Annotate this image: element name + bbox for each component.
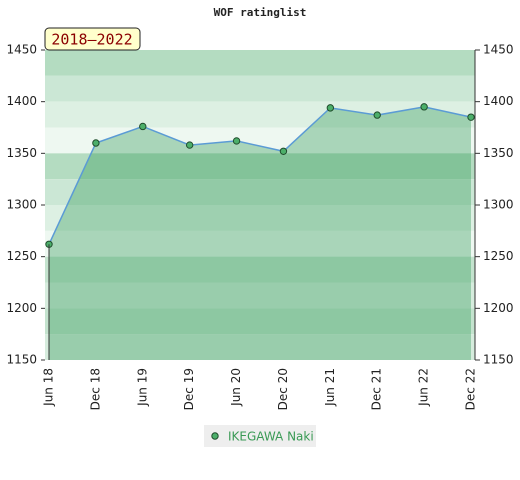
band [45, 101, 475, 128]
y-tick-label: 1300 [6, 198, 37, 212]
marker [92, 139, 100, 147]
band [45, 50, 475, 76]
y2-tick-label: 1200 [483, 301, 514, 315]
band [45, 230, 475, 257]
band [45, 334, 475, 360]
background-bands [45, 50, 475, 360]
marker [326, 104, 335, 112]
band [45, 127, 475, 154]
x-tick-label: Dec 20 [276, 368, 290, 410]
x-tick-label: Dec 21 [370, 368, 384, 410]
band [45, 153, 475, 180]
period-box [44, 27, 141, 51]
marker [420, 103, 428, 111]
x-tick-label: Jun 19 [135, 368, 149, 407]
marker [185, 141, 194, 149]
marker [467, 113, 475, 121]
area [49, 106, 471, 360]
y2-tick-label: 1450 [483, 43, 514, 57]
x-tick-label: Dec 19 [182, 368, 196, 410]
x-tick-label: Dec 18 [88, 368, 102, 410]
y2-tick-label: 1150 [483, 353, 514, 367]
x-tick-label: Jun 21 [323, 368, 337, 407]
line [48, 106, 472, 245]
band [45, 256, 475, 283]
legend-marker [211, 432, 219, 440]
chart-title: WOF ratinglist [214, 6, 307, 19]
period-label: 2018–2022 [51, 31, 132, 49]
y-tick-label: 1450 [6, 43, 37, 57]
y-tick-label: 1350 [6, 146, 37, 160]
y-tick-label: 1400 [6, 94, 37, 108]
x-tick-label: Dec 22 [464, 368, 478, 410]
legend-label: IKEGAWA Naki [228, 430, 314, 444]
y2-tick-label: 1300 [483, 198, 514, 212]
band [45, 179, 475, 205]
marker [279, 147, 288, 155]
y-tick-label: 1250 [6, 249, 37, 263]
marker [373, 111, 381, 119]
band [45, 75, 475, 102]
band [45, 205, 475, 231]
y-tick-label: 1200 [6, 301, 37, 315]
y2-tick-label: 1250 [483, 249, 514, 263]
y2-tick-label: 1400 [483, 94, 514, 108]
y-tick-label: 1150 [6, 353, 37, 367]
x-tick-label: Jun 20 [229, 368, 243, 407]
band [45, 308, 475, 335]
legend [204, 425, 316, 447]
marker [232, 137, 241, 145]
marker [139, 122, 147, 131]
y2-tick-label: 1350 [483, 146, 514, 160]
x-tick-label: Jun 18 [42, 368, 56, 407]
band [45, 282, 475, 309]
x-tick-label: Jun 22 [417, 368, 431, 407]
